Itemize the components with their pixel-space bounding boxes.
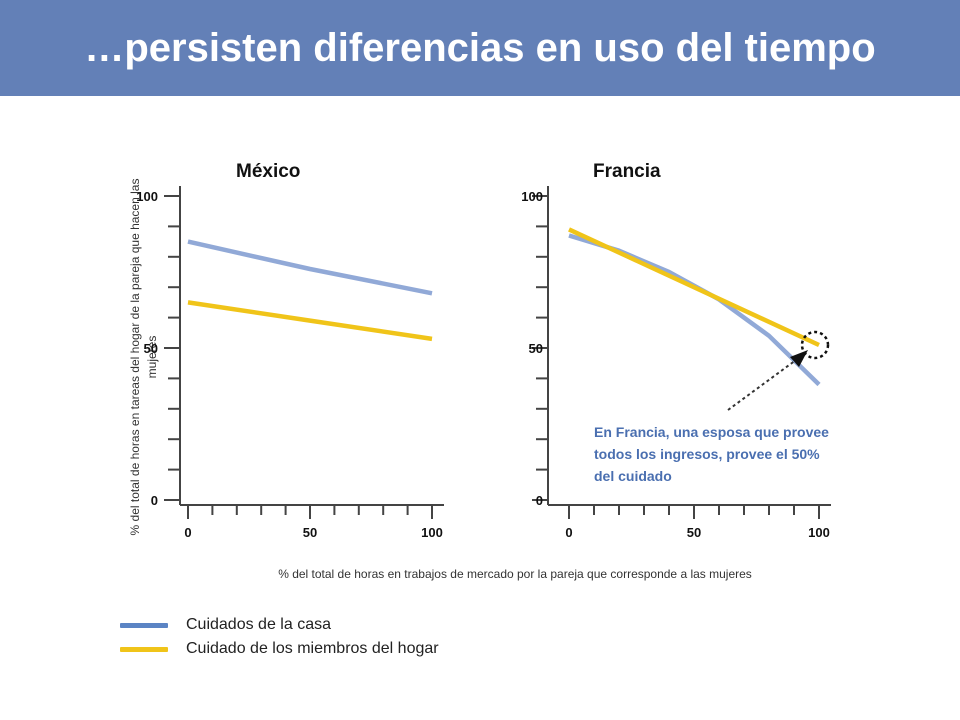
panel-title-mexico: México [236,161,301,182]
legend-label-housework: Cuidados de la casa [186,616,331,633]
x-tick-label: 0 [184,525,191,540]
series-line-housework [568,233,821,387]
title-bar: …persisten diferencias en uso del tiempo [0,0,960,96]
y-tick-label: 50 [529,341,543,356]
legend-swatch-housework [120,623,168,628]
y-tick-label: 50 [144,341,158,356]
legend-swatch-care [120,647,168,652]
chart-panel-francia: 0 50 100 0 50 100 [521,186,831,540]
series-line-care [187,300,433,342]
x-tick-label: 100 [421,525,443,540]
page-title: …persisten diferencias en uso del tiempo [84,26,876,70]
x-tick-label: 50 [303,525,317,540]
dashed-arrow-line [727,359,797,411]
y-tick-label: 0 [536,493,543,508]
callout-marker [727,330,830,411]
y-tick-label: 100 [136,189,158,204]
annotation-text: En Francia, una esposa que provee todos … [594,424,829,484]
x-tick-label: 0 [565,525,572,540]
legend-label-care: Cuidado de los miembros del hogar [186,640,439,657]
dashed-circle-highlight [800,330,830,360]
y-tick-label: 0 [151,493,158,508]
chart-panel-mexico: 0 50 100 0 50 100 [136,186,444,540]
panel-title-francia: Francia [593,161,661,182]
series-line-care [568,227,820,348]
x-tick-label: 100 [808,525,830,540]
series-line-housework [187,239,433,296]
x-tick-label: 50 [687,525,701,540]
x-axis-label: % del total de horas en trabajos de merc… [278,567,752,581]
y-tick-label: 100 [521,189,543,204]
arrow-head [790,350,808,367]
